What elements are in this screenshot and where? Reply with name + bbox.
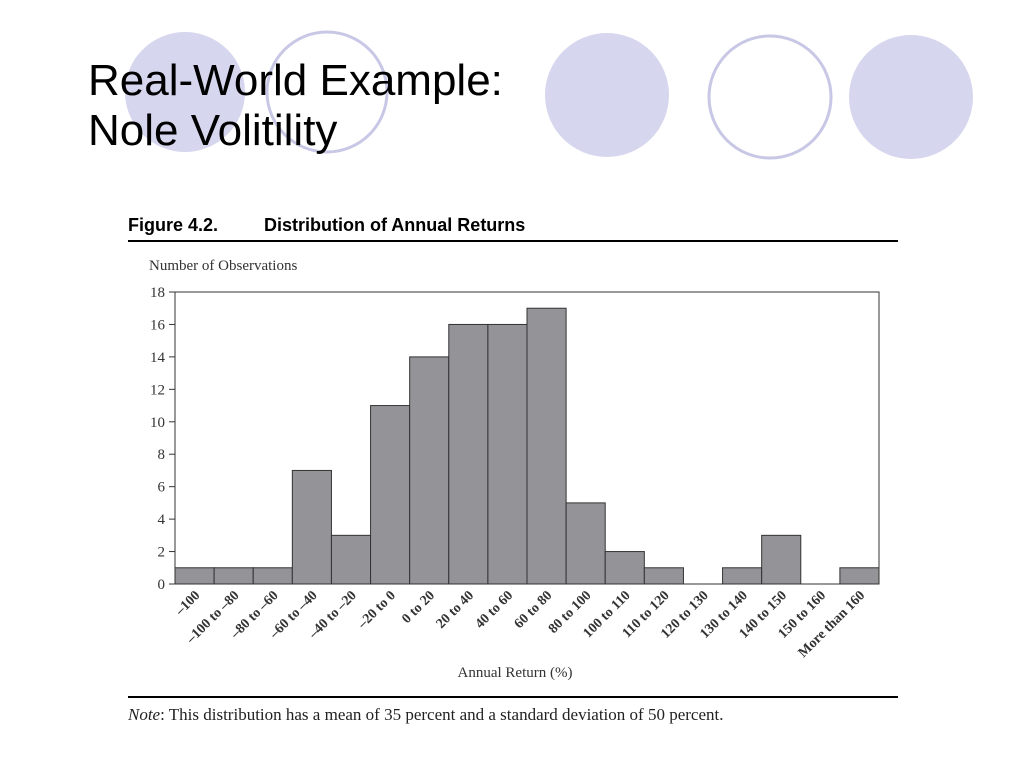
bar xyxy=(370,405,411,585)
figure-label: Figure 4.2. xyxy=(128,215,219,235)
bar xyxy=(565,502,606,585)
note-label: Note xyxy=(128,705,161,724)
bar xyxy=(174,567,215,585)
y-tick-label: 2 xyxy=(158,545,166,561)
bar xyxy=(722,567,763,585)
bars xyxy=(174,307,880,585)
x-tick-label: 20 to 40 xyxy=(434,588,478,632)
y-tick-label: 18 xyxy=(150,285,165,301)
y-tick-label: 6 xyxy=(158,480,166,496)
deco-circle-3 xyxy=(545,33,669,157)
bar xyxy=(409,356,450,585)
slide-title-line-2: Nole Volitility xyxy=(88,106,338,155)
y-tick-label: 16 xyxy=(150,317,166,333)
histogram-chart: Number of Observations 0 2 4 6 8 10 12 14 16 18 –… xyxy=(149,258,880,681)
bar xyxy=(761,534,802,585)
x-tick-label: –20 to 0 xyxy=(355,588,399,632)
y-tick-label: 10 xyxy=(150,415,165,431)
bar xyxy=(487,323,528,585)
y-tick-label: 0 xyxy=(158,577,166,593)
bar xyxy=(213,567,254,585)
x-tick-label: 40 to 60 xyxy=(473,588,517,632)
deco-circle-4 xyxy=(707,34,833,160)
figure-note: Note: This distribution has a mean of 35… xyxy=(128,704,723,726)
y-tick-label: 12 xyxy=(150,382,165,398)
bar xyxy=(526,307,567,585)
y-axis-ticks: 0 2 4 6 8 10 12 14 16 18 xyxy=(150,285,175,593)
figure-title: Distribution of Annual Returns xyxy=(264,215,526,235)
bar xyxy=(252,567,293,585)
note-divider xyxy=(128,696,898,698)
deco-circle-5 xyxy=(849,35,973,159)
x-tick-label: –100 xyxy=(172,588,203,619)
bar xyxy=(448,323,489,585)
bar xyxy=(839,567,880,585)
bar xyxy=(291,469,332,585)
decorative-circles xyxy=(125,30,973,160)
x-axis-title: Annual Return (%) xyxy=(458,665,573,681)
plot-frame xyxy=(174,291,880,585)
deco-circle-2 xyxy=(265,30,389,154)
slide-title-line-1: Real-World Example: xyxy=(88,56,503,105)
bar xyxy=(604,551,645,585)
y-tick-label: 4 xyxy=(158,512,166,528)
y-axis-title: Number of Observations xyxy=(149,258,297,274)
y-tick-label: 8 xyxy=(158,447,166,463)
slide-title: Real-World Example: Nole Volitility xyxy=(88,56,503,156)
bar xyxy=(330,534,372,585)
figure-header: Figure 4.2. Distribution of Annual Return… xyxy=(128,212,898,242)
y-tick-label: 14 xyxy=(150,350,166,366)
deco-circle-1 xyxy=(125,32,245,152)
note-text: : This distribution has a mean of 35 per… xyxy=(160,705,724,724)
bar xyxy=(643,567,684,585)
x-axis-tick-labels: –100–100 to –80–80 to –60–60 to –40–40 t… xyxy=(172,588,868,661)
x-tick-label: 0 to 20 xyxy=(399,588,438,627)
